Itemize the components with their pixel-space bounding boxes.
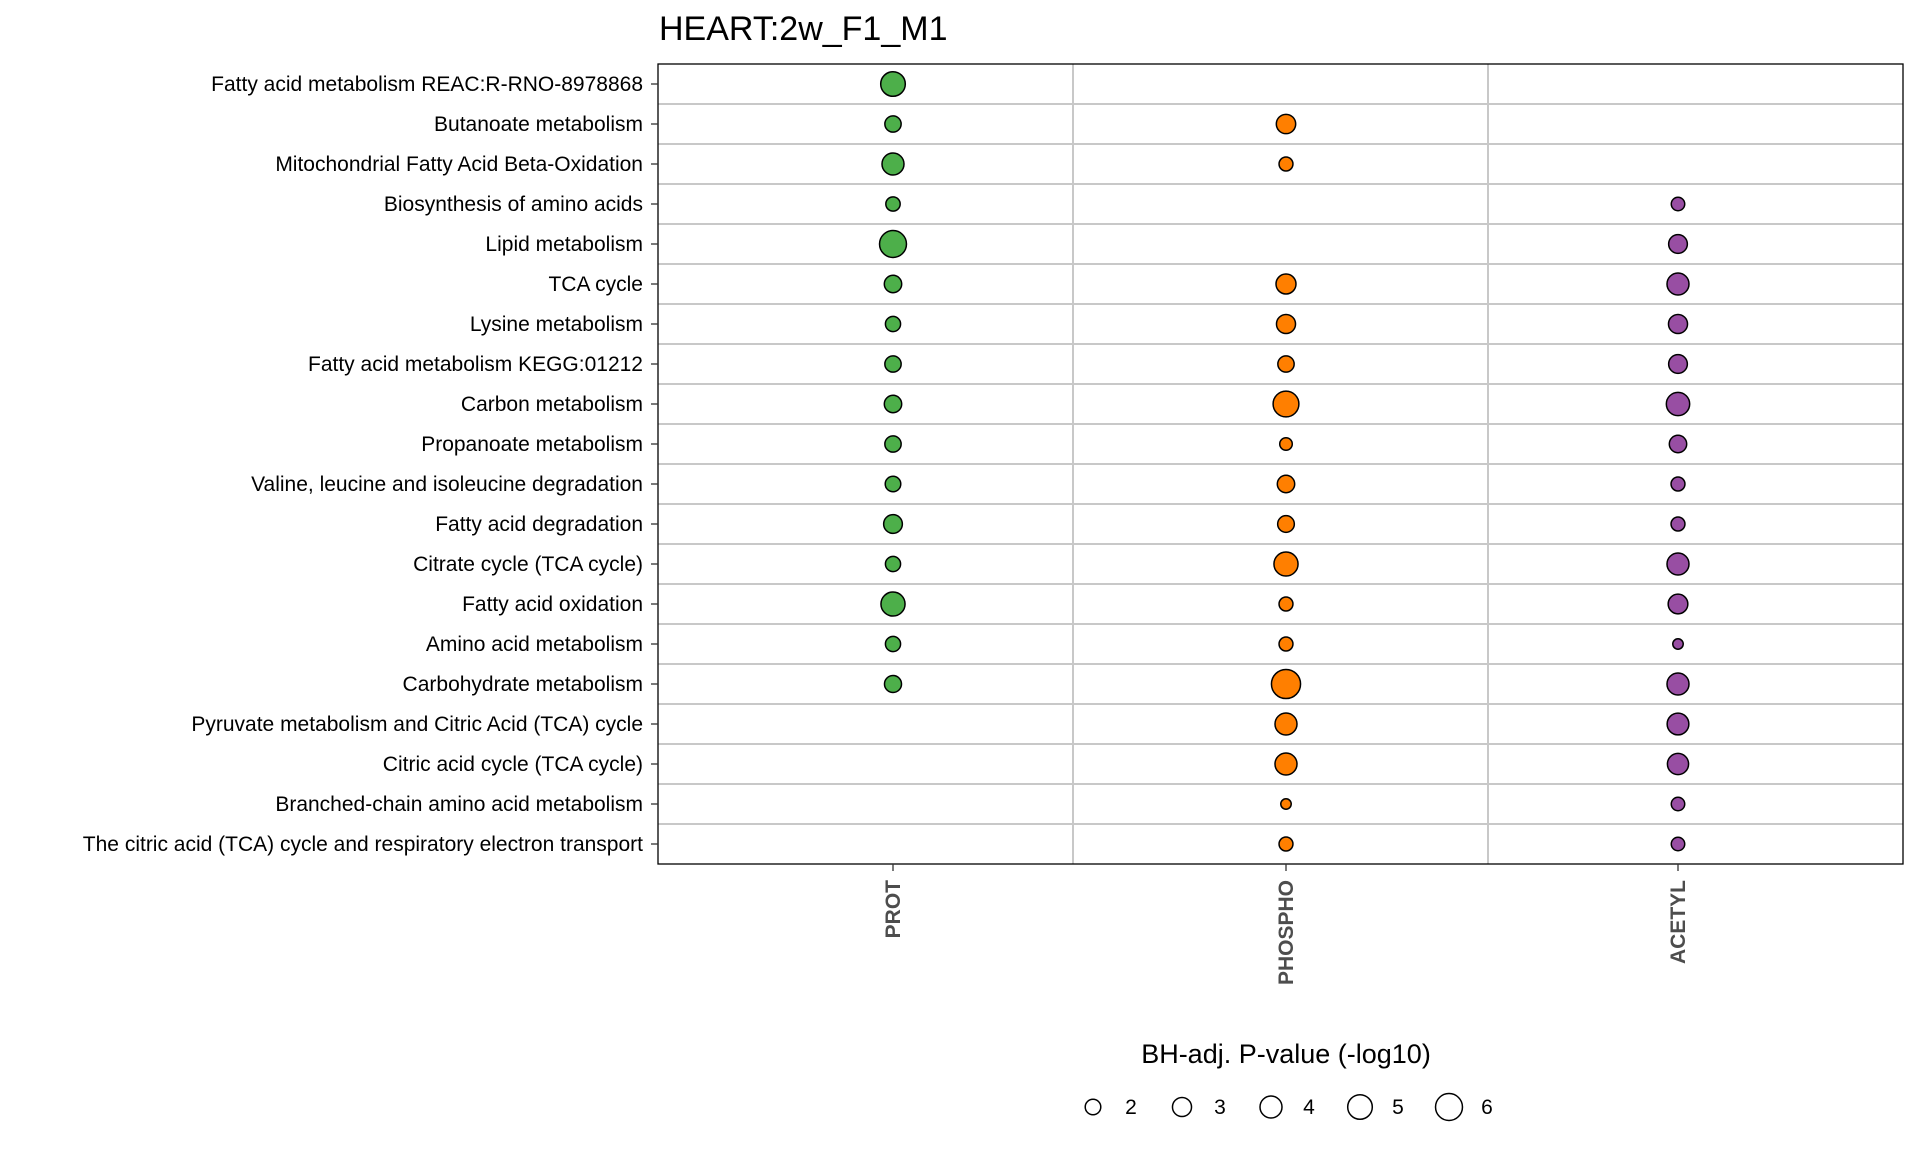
- data-point: [1272, 390, 1300, 418]
- y-tick-label: Butanoate metabolism: [434, 113, 643, 136]
- y-tick-label: Branched-chain amino acid metabolism: [275, 793, 643, 816]
- legend-key-circle: [1259, 1095, 1283, 1119]
- legend-key-label: 5: [1392, 1096, 1404, 1119]
- data-point: [1276, 514, 1296, 534]
- legend-key-label: 2: [1125, 1096, 1137, 1119]
- data-point: [1666, 712, 1690, 736]
- data-point: [1666, 552, 1690, 576]
- y-tick-label: Amino acid metabolism: [426, 633, 643, 656]
- data-point: [1270, 668, 1302, 700]
- y-tick-label: TCA cycle: [548, 273, 643, 296]
- y-tick-label: Biosynthesis of amino acids: [384, 193, 643, 216]
- legend-key-circle: [1346, 1093, 1374, 1121]
- legend-key-label: 3: [1214, 1096, 1226, 1119]
- y-tick-label: The citric acid (TCA) cycle and respirat…: [83, 833, 643, 856]
- data-point: [1672, 638, 1684, 650]
- y-tick-label: Fatty acid metabolism KEGG:01212: [308, 353, 643, 376]
- size-legend: 2 3 4 5 6: [1084, 1092, 1493, 1122]
- axes: Fatty acid metabolism REAC:R-RNO-8978868…: [83, 73, 1690, 985]
- data-point: [1667, 233, 1689, 255]
- data-point: [1280, 798, 1292, 810]
- legend-key-circle: [1434, 1092, 1464, 1122]
- data-point: [884, 635, 902, 653]
- data-point: [883, 394, 903, 414]
- size-legend-title: BH-adj. P-value (-log10): [1141, 1039, 1431, 1069]
- x-tick-label: ACETYL: [1667, 880, 1690, 964]
- legend-key-circle: [1084, 1098, 1102, 1116]
- y-tick-label: Citrate cycle (TCA cycle): [413, 553, 643, 576]
- y-tick-label: Mitochondrial Fatty Acid Beta-Oxidation: [275, 153, 643, 176]
- x-tick-label: PHOSPHO: [1275, 880, 1298, 985]
- data-point: [1670, 836, 1686, 852]
- legend-key-circle: [1171, 1096, 1193, 1118]
- data-point: [1670, 476, 1686, 492]
- data-point: [882, 513, 904, 535]
- y-tick-label: Lipid metabolism: [485, 233, 643, 256]
- y-tick-label: Fatty acid metabolism REAC:R-RNO-8978868: [211, 73, 643, 96]
- y-tick-label: Propanoate metabolism: [421, 433, 643, 456]
- data-point: [884, 315, 902, 333]
- data-point: [884, 355, 902, 373]
- y-tick-label: Pyruvate metabolism and Citric Acid (TCA…: [191, 713, 643, 736]
- y-tick-label: Carbohydrate metabolism: [403, 673, 643, 696]
- data-point: [881, 152, 905, 176]
- data-point: [884, 115, 902, 133]
- data-point: [1273, 551, 1299, 577]
- y-tick-label: Citric acid cycle (TCA cycle): [383, 753, 643, 776]
- data-points: [878, 70, 1691, 852]
- data-point: [880, 591, 906, 617]
- data-point: [1670, 796, 1686, 812]
- data-point: [1670, 196, 1686, 212]
- y-tick-label: Lysine metabolism: [470, 313, 643, 336]
- data-point: [1667, 313, 1689, 335]
- data-point: [1277, 355, 1295, 373]
- data-point: [1666, 672, 1690, 696]
- x-tick-label: PROT: [882, 880, 905, 939]
- plot-panel-border: [657, 63, 1904, 865]
- data-point: [1275, 273, 1297, 295]
- data-point: [1278, 436, 1294, 452]
- data-point: [884, 555, 902, 573]
- data-point: [1278, 156, 1294, 172]
- data-point: [878, 229, 908, 259]
- data-point: [1275, 113, 1297, 135]
- data-point: [1274, 752, 1298, 776]
- y-tick-label: Carbon metabolism: [461, 393, 643, 416]
- y-tick-label: Fatty acid degradation: [435, 513, 643, 536]
- data-point: [1667, 593, 1689, 615]
- data-point: [1665, 391, 1691, 417]
- data-point: [1666, 272, 1690, 296]
- data-point: [884, 435, 902, 453]
- chart-title: HEART:2w_F1_M1: [659, 10, 948, 48]
- data-point: [1667, 353, 1689, 375]
- data-point: [1666, 752, 1690, 776]
- data-point: [879, 70, 907, 98]
- grid-lines: [658, 64, 1903, 864]
- data-point: [1275, 313, 1297, 335]
- data-point: [885, 196, 901, 212]
- data-point: [884, 475, 902, 493]
- data-point: [1670, 516, 1686, 532]
- data-point: [1278, 836, 1294, 852]
- data-point: [883, 274, 903, 294]
- data-point: [1278, 596, 1294, 612]
- legend-key-label: 4: [1303, 1096, 1315, 1119]
- data-point: [1668, 434, 1688, 454]
- data-point: [1278, 636, 1294, 652]
- data-point: [883, 674, 903, 694]
- y-tick-label: Fatty acid oxidation: [462, 593, 643, 616]
- y-tick-label: Valine, leucine and isoleucine degradati…: [251, 473, 643, 496]
- data-point: [1274, 712, 1298, 736]
- legend-key-label: 6: [1481, 1096, 1493, 1119]
- data-point: [1276, 474, 1296, 494]
